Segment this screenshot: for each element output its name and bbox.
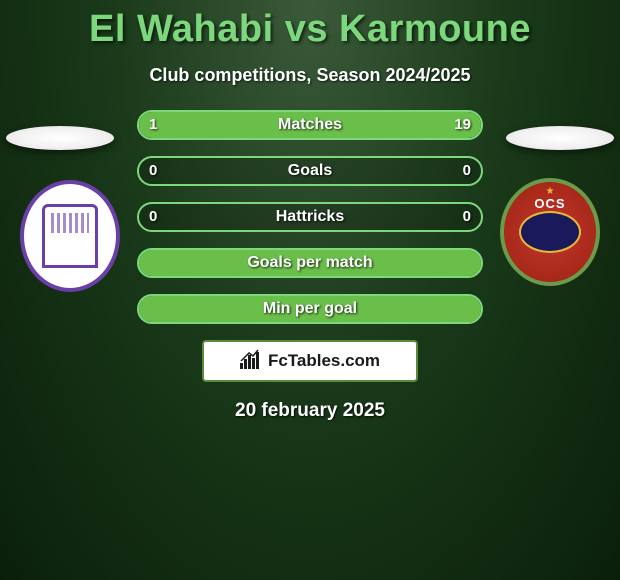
page-title: El Wahabi vs Karmoune	[0, 0, 620, 51]
subtitle: Club competitions, Season 2024/2025	[0, 65, 620, 86]
stats-container: 1Matches190Goals00Hattricks0Goals per ma…	[137, 110, 483, 324]
platform-right	[506, 126, 614, 150]
stat-label: Matches	[139, 112, 481, 138]
stat-label: Hattricks	[139, 204, 481, 230]
platform-left	[6, 126, 114, 150]
stat-row: 0Goals0	[137, 156, 483, 186]
branding-badge[interactable]: FcTables.com	[202, 340, 418, 382]
club-badge-right: ★ OCS	[500, 178, 600, 286]
stat-value-right: 0	[463, 158, 471, 184]
club-logo-right: ★ OCS	[500, 178, 600, 288]
club-logo-left	[20, 180, 120, 290]
club-abbrev-right: OCS	[504, 196, 596, 211]
club-badge-left	[20, 180, 120, 292]
stat-label: Min per goal	[139, 296, 481, 322]
date-label: 20 february 2025	[0, 400, 620, 422]
stat-row: 0Hattricks0	[137, 202, 483, 232]
stat-value-right: 0	[463, 204, 471, 230]
branding-text: FcTables.com	[268, 351, 380, 371]
stat-label: Goals per match	[139, 250, 481, 276]
stat-row: Goals per match	[137, 248, 483, 278]
stat-label: Goals	[139, 158, 481, 184]
stat-value-right: 19	[454, 112, 471, 138]
stat-row: Min per goal	[137, 294, 483, 324]
stat-row: 1Matches19	[137, 110, 483, 140]
chart-icon	[240, 349, 262, 374]
